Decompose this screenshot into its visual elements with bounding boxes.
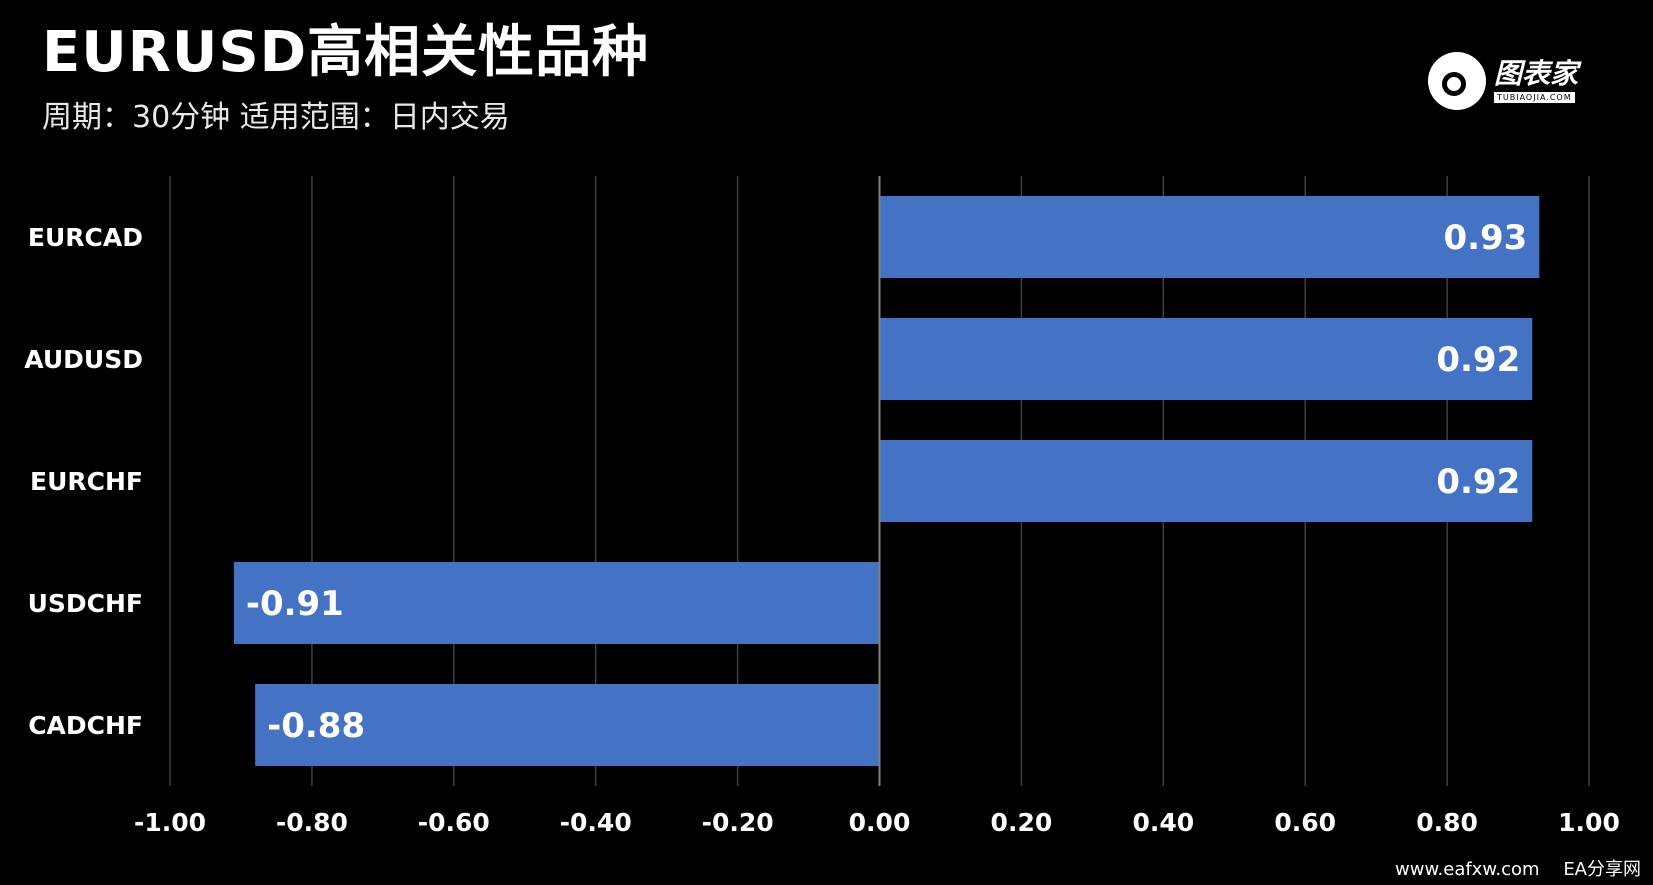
x-axis-ticks: -1.00 -0.80 -0.60 -0.40 -0.20 0.00 0.20 0.40 0.6…: [134, 808, 1620, 837]
chart-title: EURUSD高相关性品种: [42, 20, 650, 85]
watermark-site: www.eafxw.com: [1395, 859, 1540, 880]
category-label: CADCHF: [28, 711, 143, 740]
brand-domain: TUBIAOJIA.COM: [1494, 91, 1575, 103]
brand-head-icon: [1428, 52, 1486, 110]
brand-name: 图表家: [1494, 56, 1579, 90]
data-label: 0.93: [1443, 218, 1527, 258]
x-tick-label: -0.60: [418, 808, 490, 837]
brand-logo: 图表家 TUBIAOJIA.COM: [1428, 50, 1603, 112]
chart-subtitle: 周期：30分钟 适用范围：日内交易: [42, 100, 510, 135]
x-tick-label: 0.40: [1132, 808, 1194, 837]
x-tick-label: 0.60: [1274, 808, 1336, 837]
x-tick-label: -0.20: [702, 808, 774, 837]
x-tick-label: -1.00: [134, 808, 206, 837]
watermark-label: EA分享网: [1563, 859, 1641, 880]
x-tick-label: 1.00: [1558, 808, 1620, 837]
data-label: 0.92: [1436, 340, 1520, 380]
x-tick-label: 0.20: [991, 808, 1053, 837]
bar: [255, 684, 880, 766]
watermark: www.eafxw.com EA分享网: [1395, 855, 1641, 881]
bar: [233, 562, 880, 644]
x-tick-label: 0.80: [1416, 808, 1478, 837]
x-tick-label: -0.40: [560, 808, 632, 837]
data-labels: 0.93 0.92 0.92 -0.91 -0.88: [246, 218, 1527, 746]
category-label: EURCHF: [30, 467, 143, 496]
category-label: EURCAD: [28, 223, 143, 252]
category-labels: EURCAD AUDUSD EURCHF USDCHF CADCHF: [24, 223, 143, 740]
category-label: USDCHF: [28, 589, 143, 618]
data-label: -0.88: [267, 706, 365, 746]
data-label: 0.92: [1436, 462, 1520, 502]
x-tick-label: 0.00: [849, 808, 911, 837]
bar: [879, 196, 1540, 278]
bar: [879, 440, 1533, 522]
x-tick-label: -0.80: [276, 808, 348, 837]
category-label: AUDUSD: [24, 345, 143, 374]
bar: [879, 318, 1533, 400]
bars: [233, 196, 1540, 766]
data-label: -0.91: [246, 584, 344, 624]
